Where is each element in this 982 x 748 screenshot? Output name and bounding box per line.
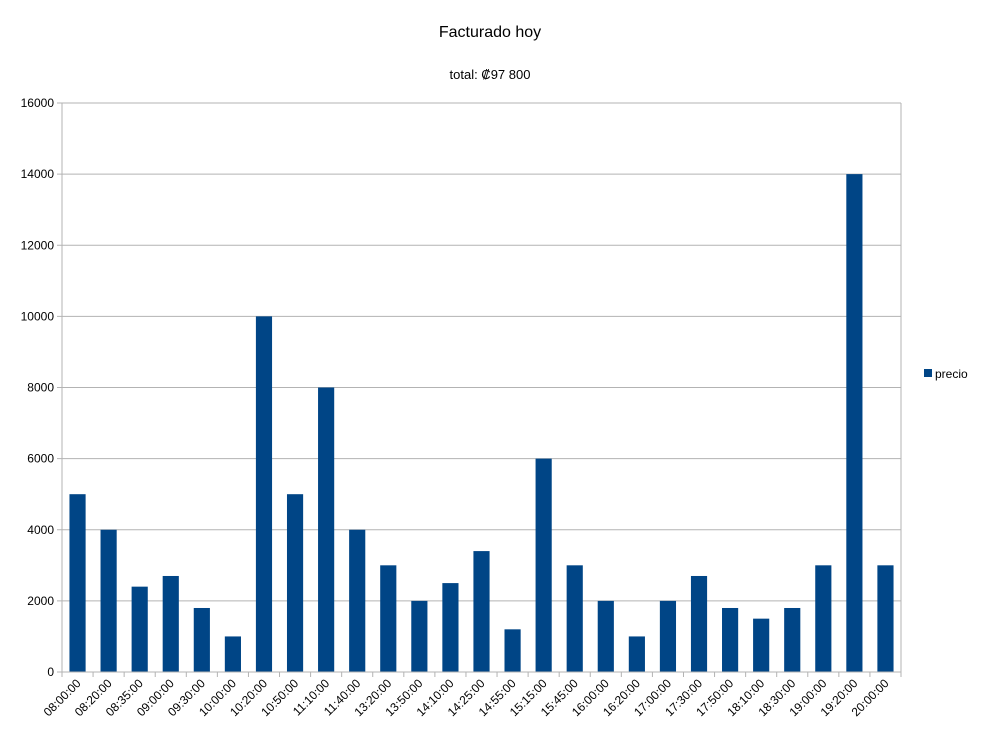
y-tick-label: 14000 — [21, 167, 55, 181]
bar — [535, 458, 552, 672]
legend: precio — [924, 367, 968, 381]
y-tick-label: 8000 — [27, 381, 54, 395]
bar — [722, 607, 739, 672]
bar — [131, 586, 148, 672]
bar — [877, 565, 894, 672]
bar — [690, 575, 708, 672]
bar — [162, 575, 179, 672]
bar — [411, 600, 428, 672]
bar — [815, 565, 832, 672]
legend-swatch-precio — [924, 369, 932, 377]
y-tick-label: 10000 — [21, 309, 55, 323]
bar — [566, 565, 583, 672]
bar — [846, 174, 863, 672]
y-tick-label: 6000 — [27, 452, 54, 466]
gridlines — [61, 102, 902, 677]
legend-label-precio: precio — [935, 367, 968, 381]
bars — [69, 174, 894, 672]
y-tick-label: 16000 — [21, 96, 55, 110]
bar — [473, 551, 490, 672]
y-tick-label: 0 — [47, 665, 54, 679]
chart-title: Facturado hoy — [439, 24, 541, 41]
y-tick-label: 4000 — [27, 523, 54, 537]
bar — [597, 600, 614, 672]
bar — [784, 607, 801, 672]
bar — [380, 565, 397, 672]
bar — [753, 618, 770, 672]
y-axis-ticks: 0 2000 4000 6000 8000 10000 12000 14000 16000 — [21, 96, 62, 679]
bar — [100, 529, 117, 672]
y-tick-label: 2000 — [27, 594, 54, 608]
bar — [286, 494, 304, 672]
bar — [349, 529, 366, 672]
y-tick-label: 12000 — [21, 238, 55, 252]
bar — [69, 494, 86, 672]
bar — [255, 316, 273, 672]
chart-subtitle: total: ₡97 800 — [450, 67, 531, 82]
bar — [193, 607, 210, 672]
x-axis-ticks: 08:00:0008:20:0008:35:0009:00:0009:30:00… — [41, 671, 902, 719]
bar — [442, 583, 459, 672]
bar — [318, 387, 335, 672]
bar — [628, 636, 645, 672]
bar — [659, 600, 677, 672]
bar — [224, 636, 241, 672]
bar — [504, 629, 521, 672]
